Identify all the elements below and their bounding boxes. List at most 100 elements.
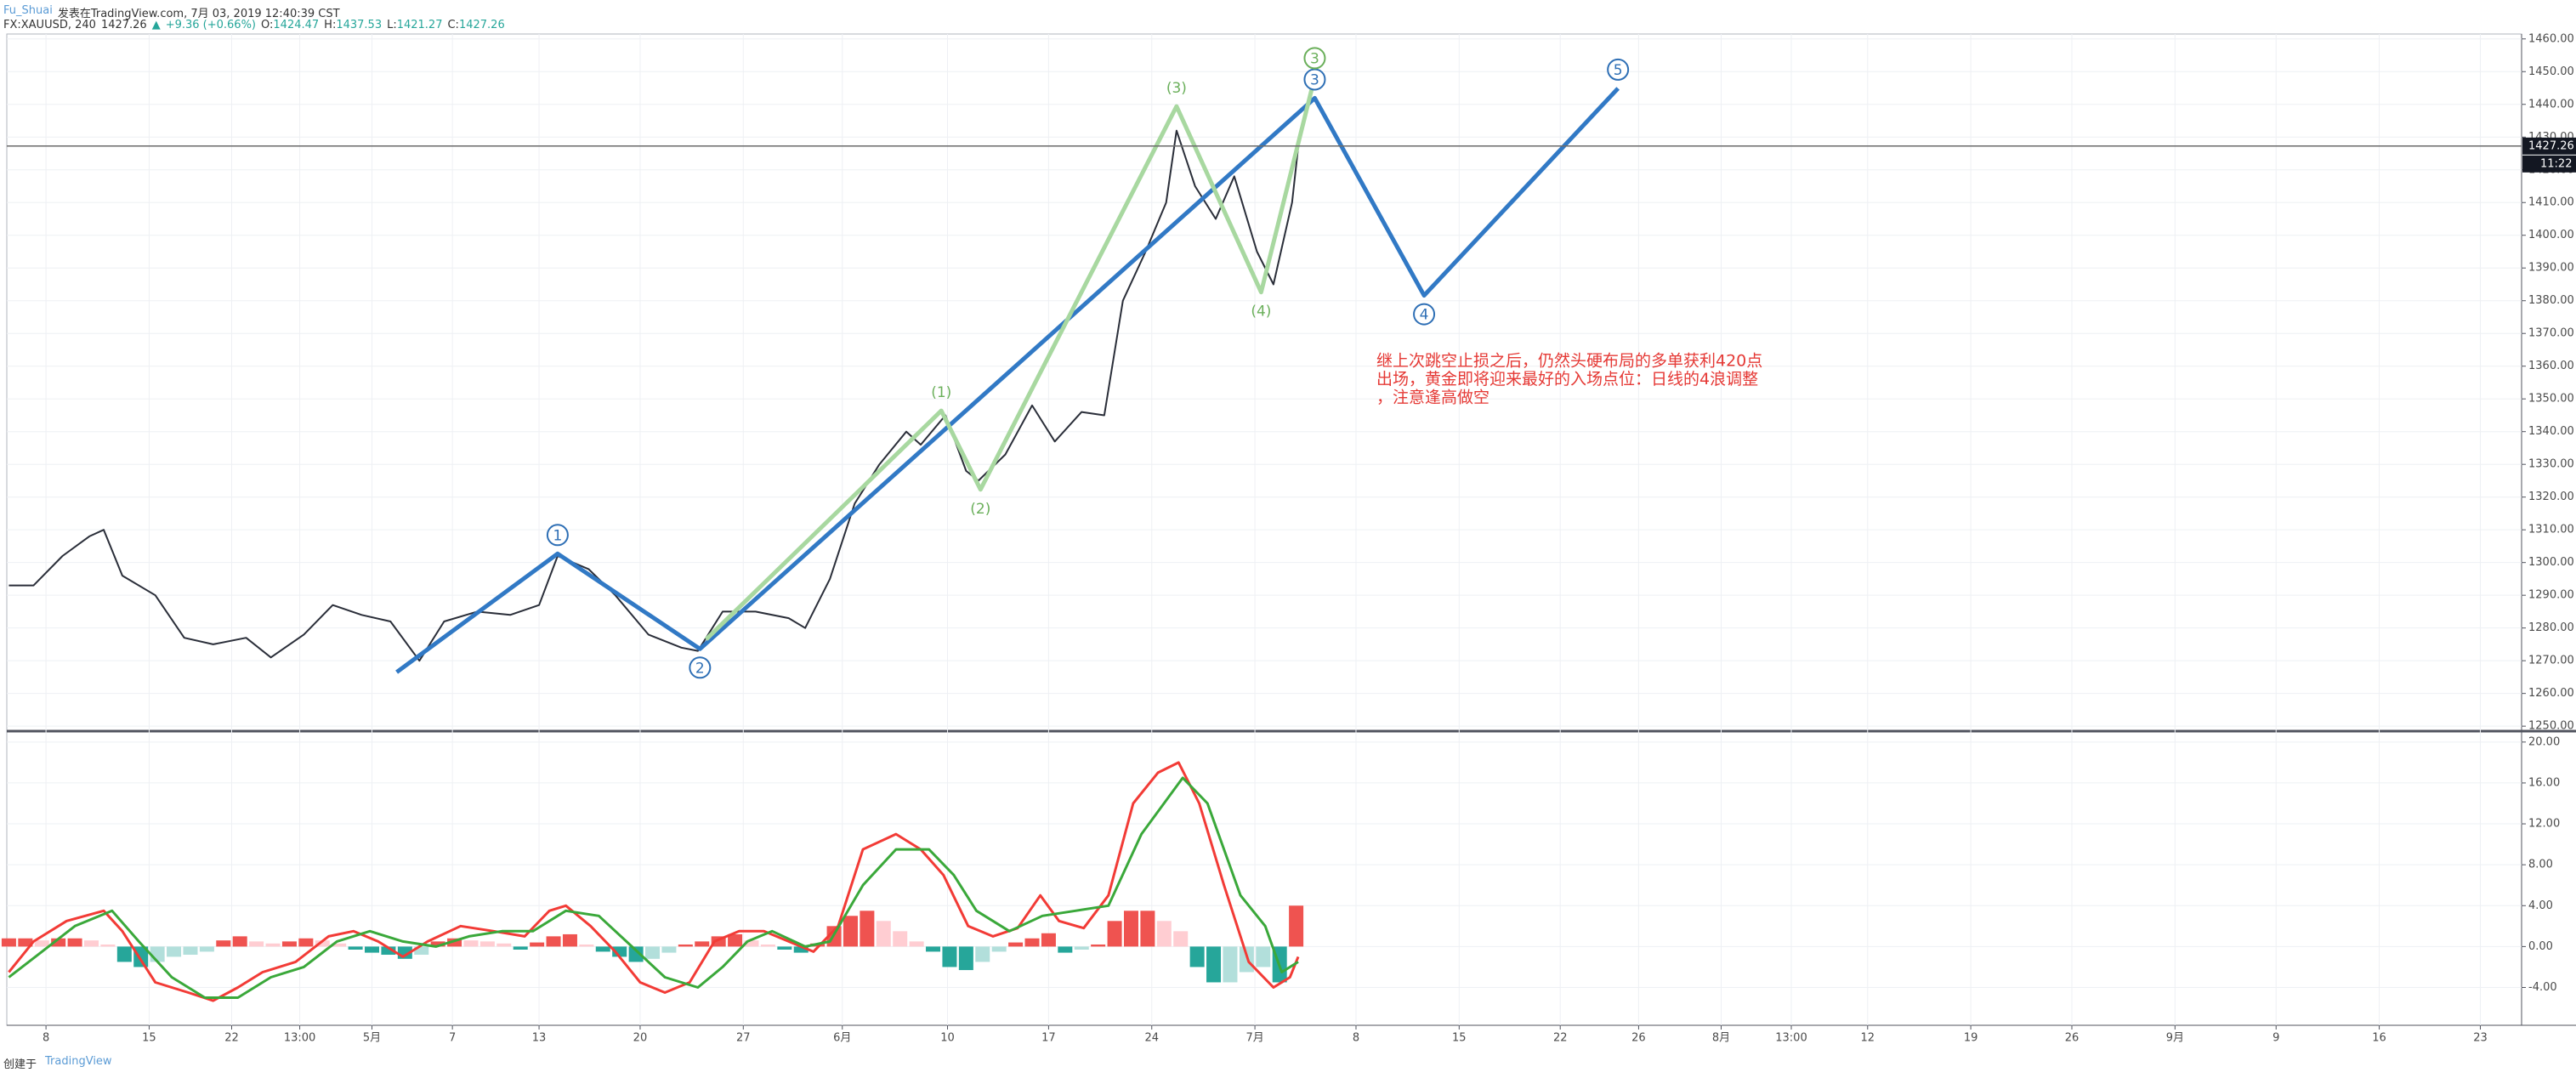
- histogram-bar: [133, 946, 149, 967]
- histogram-bar: [1206, 946, 1222, 983]
- histogram-bar: [83, 940, 99, 947]
- brand[interactable]: TradingView: [45, 1055, 112, 1068]
- wave-label-text: 3: [1310, 50, 1319, 67]
- grid: [7, 34, 2526, 1030]
- histogram-bar: [496, 943, 512, 947]
- histogram-bar: [365, 946, 380, 953]
- y-tick-label: 1370.00: [2528, 327, 2574, 340]
- series-line: [704, 76, 1317, 641]
- histogram-bar: [281, 941, 297, 947]
- histogram-bar: [991, 946, 1007, 952]
- ohlc-value: 1424.47: [273, 19, 320, 31]
- histogram-bar: [1156, 921, 1172, 947]
- histogram-bar: [1107, 921, 1122, 947]
- y-tick-label: 4.00: [2528, 899, 2553, 912]
- y-tick-label: 1320.00: [2528, 491, 2574, 503]
- x-tick-label: 26: [2065, 1032, 2080, 1045]
- wave-label-text: (1): [931, 384, 951, 401]
- y-tick-label: 1250.00: [2528, 720, 2574, 733]
- histogram-bar: [1041, 933, 1056, 947]
- x-tick-label: 27: [736, 1032, 751, 1045]
- y-tick-label: 16.00: [2528, 776, 2560, 789]
- x-tick-label: 19: [1964, 1032, 1978, 1045]
- y-tick-label: 1310.00: [2528, 524, 2574, 536]
- histogram-bar: [530, 942, 545, 947]
- y-tick-label: 1340.00: [2528, 425, 2574, 438]
- histogram-bar: [348, 946, 363, 950]
- countdown-tag: [2522, 155, 2576, 173]
- marks: [1, 76, 2522, 1002]
- histogram-bar: [777, 946, 792, 950]
- histogram-bar: [793, 946, 809, 953]
- y-tick-label: 1270.00: [2528, 655, 2574, 667]
- created: 创建于: [3, 1058, 37, 1071]
- histogram-bar: [1024, 938, 1040, 947]
- histogram-bar: [1140, 911, 1155, 947]
- ohlc-key: C:: [447, 19, 459, 31]
- histogram-bar: [232, 936, 247, 947]
- histogram-bar: [1289, 905, 1304, 947]
- wave-circle: [1413, 303, 1436, 326]
- wave-label: (3): [1166, 80, 1187, 97]
- series-line: [9, 129, 1299, 662]
- histogram-bar: [1223, 946, 1238, 983]
- histogram-bar: [1074, 946, 1089, 950]
- histogram-bar: [51, 938, 66, 947]
- histogram-bar: [34, 940, 49, 947]
- wave-circle: [689, 656, 712, 679]
- histogram-bar: [595, 946, 610, 952]
- ohlc-key: O:: [261, 19, 274, 31]
- price-tag: [2522, 137, 2576, 155]
- wave-label: (4): [1251, 304, 1271, 321]
- x-tick-label: 6月: [833, 1032, 851, 1045]
- x-tick-label: 7: [449, 1032, 456, 1045]
- wave-label-text: 1: [553, 527, 562, 544]
- histogram-bar: [843, 916, 858, 947]
- histogram-bar: [1123, 911, 1138, 947]
- x-tick-label: 5月: [363, 1032, 381, 1045]
- histogram-bar: [447, 938, 462, 947]
- wave-label-text: (2): [970, 501, 990, 518]
- y-tick-label: 1460.00: [2528, 32, 2574, 45]
- y-tick-label: 1410.00: [2528, 196, 2574, 209]
- x-tick-label: 15: [142, 1032, 156, 1045]
- wave-label-text: (3): [1166, 80, 1187, 97]
- wave-label: 5: [1607, 58, 1630, 81]
- histogram-bar: [893, 931, 908, 947]
- wave-label: (2): [970, 501, 990, 518]
- series-line: [8, 761, 1300, 1002]
- histogram-bar: [1256, 946, 1271, 967]
- histogram-bar: [1, 938, 16, 947]
- x-tick-label: 20: [633, 1032, 648, 1045]
- histogram-bar: [1008, 942, 1024, 947]
- ohlc-item: L:1421.27: [387, 19, 442, 31]
- symbol: FX:XAUUSD, 240: [3, 19, 96, 31]
- histogram-bar: [876, 921, 891, 947]
- wave-label: 1: [546, 524, 569, 547]
- histogram-bar: [463, 940, 479, 947]
- histogram-bar: [909, 941, 924, 947]
- x-tick-label: 8月: [1712, 1032, 1730, 1045]
- wave-label: 4: [1413, 303, 1436, 326]
- y-tick-label: 1380.00: [2528, 294, 2574, 307]
- x-tick-label: 8: [1353, 1032, 1359, 1045]
- x-tick-label: 13: [532, 1032, 547, 1045]
- histogram-bar: [942, 946, 957, 967]
- histogram-bar: [67, 938, 82, 947]
- y-tick-label: 1350.00: [2528, 393, 2574, 406]
- labels: 1250.001260.001270.001280.001290.001300.…: [43, 32, 2576, 1045]
- wave-label: 2: [689, 656, 712, 679]
- ohlc-item: H:1437.53: [324, 19, 382, 31]
- histogram-bar: [18, 938, 33, 947]
- histogram-bar: [167, 946, 182, 957]
- wave-label-text: 3: [1310, 71, 1319, 88]
- histogram-bar: [414, 946, 429, 956]
- wave-label-text: 4: [1420, 307, 1429, 324]
- x-tick-label: 12: [1861, 1032, 1875, 1045]
- published: 发表在TradingView.com, 7月 03, 2019 12:40:39…: [57, 8, 340, 20]
- histogram-bar: [958, 946, 973, 971]
- ohlc: O:1424.47 H:1437.53 L:1421.27 C:1427.26: [261, 19, 505, 31]
- x-tick-label: 10: [940, 1032, 955, 1045]
- footer: 创建于 TradingView: [3, 1055, 112, 1071]
- histogram-bar: [381, 946, 396, 956]
